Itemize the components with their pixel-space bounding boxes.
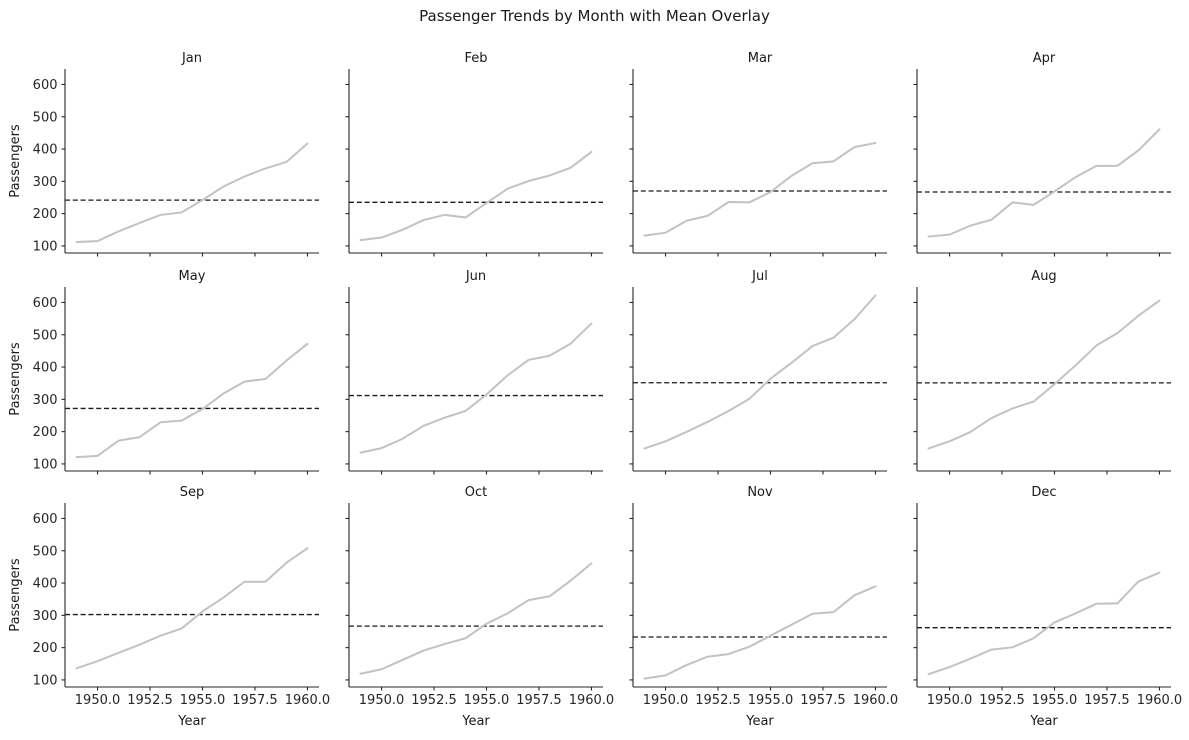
x-axis-label: Year (1029, 714, 1058, 729)
x-tick-label: 1957.5 (516, 693, 562, 708)
y-tick-label: 600 (33, 78, 58, 93)
facet-aug: Aug (913, 269, 1171, 475)
x-tick-label: 1955.0 (1032, 693, 1078, 708)
y-axis-label: Passengers (8, 342, 23, 416)
series-line-oct (359, 562, 593, 675)
x-tick-label: 1952.5 (127, 693, 173, 708)
y-tick-label: 500 (33, 544, 58, 559)
series-line-aug (927, 299, 1161, 450)
y-tick-label: 300 (33, 609, 58, 624)
y-tick-label: 400 (33, 577, 58, 592)
facet-title-apr: Apr (1033, 51, 1056, 66)
facet-title-aug: Aug (1031, 269, 1056, 284)
x-tick-label: 1960.0 (569, 693, 615, 708)
series-line-mar (643, 141, 877, 237)
y-tick-label: 100 (33, 457, 58, 472)
facet-jan: Jan 100 200 300 400 500 600 Passengers (8, 51, 319, 257)
series-line-jun (359, 322, 593, 454)
facet-title-jun: Jun (465, 269, 486, 284)
facet-nov: Nov 1950.0 1952.5 1955.0 1957.5 1960.0 Year (629, 485, 899, 729)
x-tick-label: 1955.0 (748, 693, 794, 708)
x-tick-label: 1957.5 (1084, 693, 1130, 708)
series-line-jan (75, 142, 309, 244)
x-tick-label: 1957.5 (800, 693, 846, 708)
x-axis-label: Year (461, 714, 490, 729)
series-line-jul (643, 294, 877, 450)
y-tick-label: 600 (33, 296, 58, 311)
y-tick-label: 100 (33, 673, 58, 688)
x-tick-label: 1955.0 (180, 693, 226, 708)
facet-title-jan: Jan (181, 51, 202, 66)
series-line-feb (359, 150, 593, 242)
x-tick-label: 1950.0 (359, 693, 405, 708)
x-tick-label: 1960.0 (1137, 693, 1183, 708)
x-tick-label: 1950.0 (927, 693, 973, 708)
x-tick-label: 1950.0 (643, 693, 689, 708)
facet-jun: Jun (345, 269, 603, 475)
y-axis-label: Passengers (8, 124, 23, 198)
y-axis-label: Passengers (8, 558, 23, 632)
figure-title: Passenger Trends by Month with Mean Over… (419, 7, 770, 25)
facet-title-jul: Jul (751, 269, 768, 284)
y-tick-label: 200 (33, 641, 58, 656)
series-line-nov (643, 585, 877, 680)
x-tick-label: 1952.5 (411, 693, 457, 708)
facet-may: May 100 200 300 400 500 600 Passengers (8, 269, 319, 475)
y-tick-label: 500 (33, 110, 58, 125)
facet-feb: Feb (345, 51, 603, 257)
y-tick-label: 300 (33, 175, 58, 190)
y-tick-label: 100 (33, 239, 58, 254)
facet-title-feb: Feb (464, 51, 487, 66)
x-tick-label: 1950.0 (75, 693, 121, 708)
x-tick-label: 1960.0 (853, 693, 899, 708)
y-tick-label: 200 (33, 207, 58, 222)
facet-title-nov: Nov (747, 485, 773, 500)
x-tick-label: 1952.5 (695, 693, 741, 708)
y-tick-label: 500 (33, 328, 58, 343)
series-line-sep (75, 547, 309, 670)
x-tick-label: 1952.5 (979, 693, 1025, 708)
x-tick-label: 1957.5 (232, 693, 278, 708)
series-line-dec (927, 571, 1161, 676)
series-line-apr (927, 128, 1161, 238)
x-axis-label: Year (177, 714, 206, 729)
y-tick-label: 300 (33, 393, 58, 408)
facet-sep: Sep 100 200 300 400 500 600 1950.0 1952.5 1955.0 1… (8, 485, 330, 729)
y-tick-label: 200 (33, 425, 58, 440)
y-tick-label: 400 (33, 361, 58, 376)
series-line-may (75, 342, 309, 459)
y-tick-label: 600 (33, 512, 58, 527)
facet-title-dec: Dec (1031, 485, 1056, 500)
facet-oct: Oct 1950.0 1952.5 1955.0 1957.5 1960.0 Year (345, 485, 615, 729)
facet-title-mar: Mar (748, 51, 773, 66)
x-tick-label: 1960.0 (285, 693, 331, 708)
x-axis-label: Year (745, 714, 774, 729)
facet-mar: Mar (629, 51, 887, 257)
facet-dec: Dec 1950.0 1952.5 1955.0 1957.5 1960.0 Year (913, 485, 1183, 729)
facet-title-oct: Oct (465, 485, 487, 500)
y-tick-label: 400 (33, 143, 58, 158)
facet-title-sep: Sep (180, 485, 205, 500)
facet-title-may: May (179, 269, 206, 284)
x-tick-label: 1955.0 (464, 693, 510, 708)
facet-jul: Jul (629, 269, 887, 475)
facet-apr: Apr (913, 51, 1171, 257)
